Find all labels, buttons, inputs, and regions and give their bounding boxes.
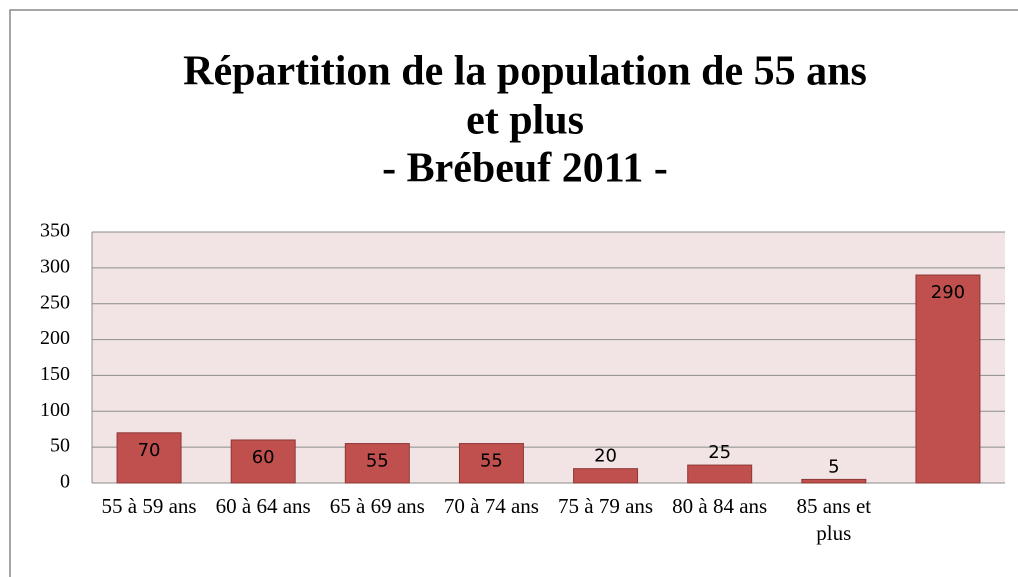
chart-title: Répartition de la population de 55 ans	[183, 49, 867, 95]
x-tick-label: 55 à 59 ans	[101, 494, 197, 518]
y-tick-label: 150	[40, 363, 70, 385]
y-tick-label: 300	[40, 255, 70, 277]
data-label: 25	[708, 442, 731, 463]
data-label: 55	[480, 451, 503, 472]
bar	[801, 478, 867, 484]
data-label: 70	[138, 440, 161, 461]
y-tick-label: 350	[40, 220, 70, 242]
data-label: 20	[594, 446, 617, 467]
data-label: 5	[828, 456, 839, 477]
y-tick-label: 50	[50, 435, 70, 457]
x-tick-label: 80 à 84 ans	[672, 494, 768, 518]
bar	[687, 464, 753, 484]
x-tick-label: 85 ans et plus	[796, 494, 872, 545]
x-tick-label: 75 à 79 ans	[558, 494, 654, 518]
x-tick-label: 60 à 64 ans	[215, 494, 311, 518]
data-label: 55	[366, 451, 389, 472]
y-tick-label: 100	[40, 399, 70, 421]
chart-title: et plus	[466, 98, 584, 144]
bar	[573, 468, 639, 484]
bar	[116, 432, 182, 484]
y-tick-label: 200	[40, 327, 70, 349]
bar	[458, 443, 524, 484]
plot-area	[92, 232, 1005, 483]
chart-title: - Brébeuf 2011 -	[382, 146, 668, 192]
x-tick-label: 65 à 69 ans	[329, 494, 425, 518]
bar	[915, 274, 981, 484]
x-tick-label: 70 à 74 ans	[443, 494, 539, 518]
bar	[230, 439, 296, 484]
y-tick-label: 0	[60, 471, 70, 493]
bar	[344, 443, 410, 484]
data-label: 60	[252, 447, 275, 468]
chart-border	[9, 9, 1018, 577]
data-label: 290	[931, 282, 965, 303]
y-tick-label: 250	[40, 291, 70, 313]
